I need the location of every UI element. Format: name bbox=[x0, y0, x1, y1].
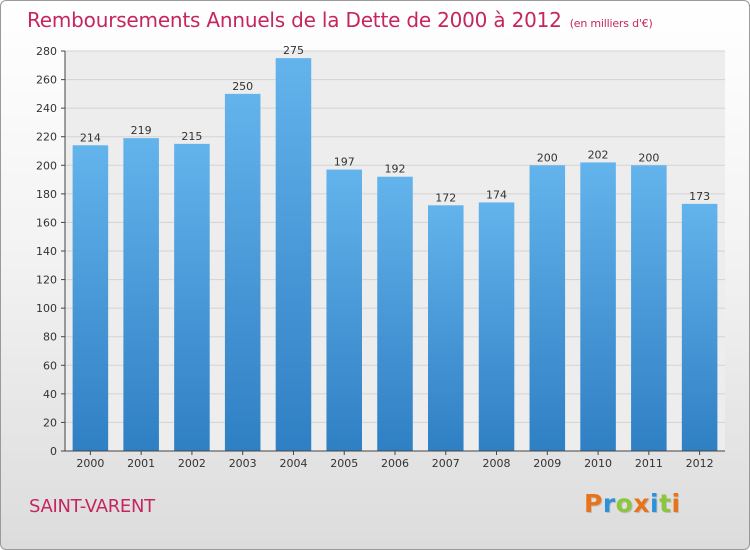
commune-name: SAINT-VARENT bbox=[29, 496, 155, 517]
x-tick-label: 2011 bbox=[635, 457, 663, 470]
bar bbox=[529, 165, 566, 452]
bar-value-label: 192 bbox=[385, 163, 406, 176]
y-tick-label: 260 bbox=[36, 74, 57, 87]
bar bbox=[275, 58, 312, 452]
bar bbox=[428, 205, 464, 451]
chart-title: Remboursements Annuels de la Dette de 20… bbox=[27, 8, 653, 32]
x-tick-label: 2000 bbox=[76, 457, 104, 470]
bar-value-label: 219 bbox=[131, 124, 152, 137]
y-tick-label: 220 bbox=[36, 131, 57, 144]
x-tick-label: 2001 bbox=[127, 457, 155, 470]
bar-value-label: 200 bbox=[638, 151, 659, 164]
bar-value-label: 250 bbox=[232, 80, 253, 93]
bar-value-label: 174 bbox=[486, 188, 507, 201]
x-tick-label: 2008 bbox=[483, 457, 511, 470]
bar bbox=[681, 203, 718, 451]
logo-letter: P bbox=[584, 489, 603, 518]
y-tick-label: 160 bbox=[36, 216, 57, 229]
y-tick-label: 280 bbox=[36, 45, 57, 58]
y-tick-label: 20 bbox=[43, 416, 57, 429]
y-tick-label: 40 bbox=[43, 388, 57, 401]
y-tick-label: 240 bbox=[36, 102, 57, 115]
bar-value-label: 172 bbox=[435, 191, 456, 204]
bar bbox=[326, 169, 362, 452]
y-tick-label: 200 bbox=[36, 159, 57, 172]
bar bbox=[478, 202, 515, 451]
x-tick-label: 2002 bbox=[178, 457, 206, 470]
bar-value-label: 202 bbox=[588, 148, 609, 161]
x-tick-label: 2004 bbox=[279, 457, 307, 470]
bar-value-label: 173 bbox=[689, 190, 710, 203]
y-tick-label: 120 bbox=[36, 274, 57, 287]
proxiti-logo[interactable]: Proxiti bbox=[584, 489, 681, 518]
y-tick-label: 100 bbox=[36, 302, 57, 315]
y-tick-label: 180 bbox=[36, 188, 57, 201]
bar-value-label: 275 bbox=[283, 44, 304, 57]
bar bbox=[377, 176, 413, 451]
x-tick-label: 2010 bbox=[584, 457, 612, 470]
x-tick-label: 2005 bbox=[330, 457, 358, 470]
bar-layer: 214 219 215 250 275 197 192 172 174 200 202 200 173 bbox=[72, 44, 718, 452]
logo-letter: i bbox=[650, 489, 660, 518]
bar-value-label: 214 bbox=[80, 131, 101, 144]
axis-layer: 0 20 40 60 80 100 120 140 160 180 200 220 240 260 280 2… bbox=[36, 45, 725, 470]
x-tick-label: 2007 bbox=[432, 457, 460, 470]
y-tick-label: 140 bbox=[36, 245, 57, 258]
bar bbox=[72, 145, 109, 452]
chart-title-text: Remboursements Annuels de la Dette de 20… bbox=[27, 8, 562, 32]
x-tick-label: 2012 bbox=[686, 457, 714, 470]
logo-letter: i bbox=[671, 489, 681, 518]
bar bbox=[580, 162, 616, 451]
y-tick-label: 80 bbox=[43, 331, 57, 344]
logo-letter: r bbox=[602, 489, 616, 518]
y-tick-label: 60 bbox=[43, 359, 57, 372]
logo-letter: t bbox=[659, 489, 672, 518]
bar-value-label: 197 bbox=[334, 156, 355, 169]
y-tick-label: 0 bbox=[50, 445, 57, 458]
x-tick-label: 2003 bbox=[229, 457, 257, 470]
chart-subtitle: (en milliers d'€) bbox=[569, 17, 653, 30]
bar-value-label: 215 bbox=[181, 130, 202, 143]
x-tick-label: 2006 bbox=[381, 457, 409, 470]
bar bbox=[224, 93, 261, 451]
bar-value-label: 200 bbox=[537, 151, 558, 164]
logo-letter: x bbox=[633, 489, 650, 518]
bar bbox=[174, 143, 210, 451]
bar bbox=[631, 165, 667, 452]
logo-letter: o bbox=[615, 489, 634, 518]
x-tick-label: 2009 bbox=[533, 457, 561, 470]
bar bbox=[123, 138, 159, 451]
